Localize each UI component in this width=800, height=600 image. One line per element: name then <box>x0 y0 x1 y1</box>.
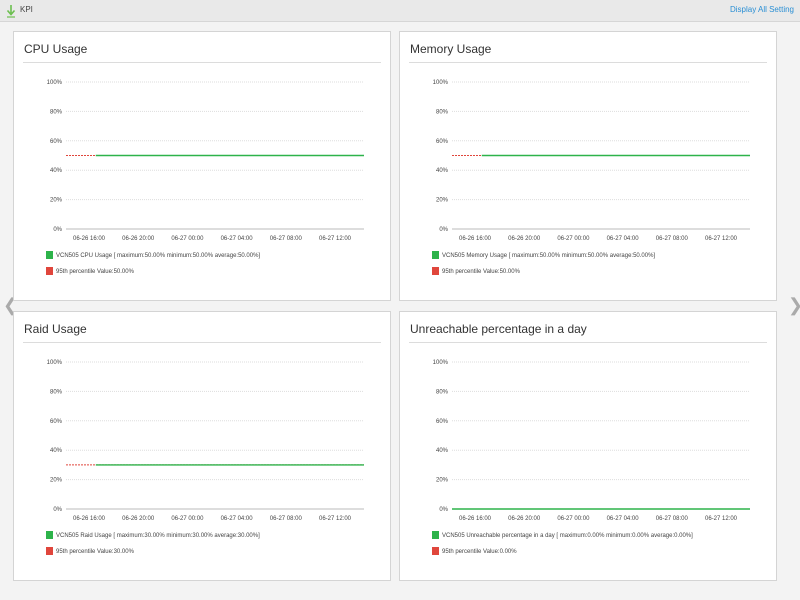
kpi-header-bar: KPI Display All Setting <box>0 0 800 22</box>
legend-swatch <box>46 267 53 276</box>
y-tick-label: 20% <box>50 198 63 204</box>
x-tick-label: 06-27 04:00 <box>607 516 640 522</box>
chevron-left-icon[interactable]: ❮ <box>3 295 19 315</box>
x-tick-label: 06-27 12:00 <box>319 236 352 242</box>
y-tick-label: 20% <box>436 198 449 204</box>
line-chart: 0% 20% 40% 60% 80% 100% 06-26 16:00 06-26 20:00… <box>47 360 364 522</box>
chart-legend: VCN505 CPU Usage [ maximum:50.00% minimu… <box>46 251 260 277</box>
legend-swatch <box>432 267 439 276</box>
chart-panel-unreachable-percentage: Unreachable percentage in a day 0% 20% 40% 6… <box>399 311 777 581</box>
chart-legend: VCN505 Memory Usage [ maximum:50.00% min… <box>432 251 655 277</box>
chart-legend: VCN505 Unreachable percentage in a day [… <box>432 531 693 557</box>
x-tick-label: 06-26 20:00 <box>122 516 155 522</box>
y-tick-label: 0% <box>53 507 62 513</box>
legend-swatch <box>432 531 439 540</box>
x-tick-label: 06-26 16:00 <box>73 516 106 522</box>
x-tick-label: 06-27 08:00 <box>270 236 303 242</box>
chart-legend: VCN505 Raid Usage [ maximum:30.00% minim… <box>46 531 260 557</box>
legend-entry[interactable]: 95th percentile Value:30.00% <box>46 547 260 557</box>
y-tick-label: 100% <box>433 360 449 366</box>
legend-label: 95th percentile Value:0.00% <box>442 549 517 555</box>
y-tick-label: 80% <box>50 109 63 115</box>
title-divider <box>23 342 381 343</box>
chart-title: Unreachable percentage in a day <box>410 322 587 336</box>
x-tick-label: 06-27 00:00 <box>171 236 204 242</box>
legend-label: VCN505 Unreachable percentage in a day [… <box>442 533 693 539</box>
x-tick-label: 06-27 04:00 <box>221 236 254 242</box>
legend-label: VCN505 CPU Usage [ maximum:50.00% minimu… <box>56 253 261 259</box>
x-tick-label: 06-27 12:00 <box>319 516 352 522</box>
x-tick-label: 06-27 04:00 <box>607 236 640 242</box>
x-tick-label: 06-26 16:00 <box>459 236 492 242</box>
legend-label: 95th percentile Value:50.00% <box>442 269 520 275</box>
y-tick-label: 60% <box>50 139 63 145</box>
line-chart: 0% 20% 40% 60% 80% 100% 06-26 16:00 06-26 20:00… <box>47 80 364 242</box>
legend-entry[interactable]: 95th percentile Value:0.00% <box>432 547 693 557</box>
legend-entry[interactable]: VCN505 Unreachable percentage in a day [… <box>432 531 693 541</box>
display-all-setting-link[interactable]: Display All Setting <box>729 5 794 14</box>
x-tick-label: 06-26 16:00 <box>73 236 106 242</box>
legend-label: VCN505 Memory Usage [ maximum:50.00% min… <box>442 253 656 259</box>
legend-swatch <box>46 531 53 540</box>
y-tick-label: 40% <box>50 448 63 454</box>
title-divider <box>409 342 767 343</box>
x-tick-label: 06-27 00:00 <box>171 516 204 522</box>
legend-label: 95th percentile Value:50.00% <box>56 269 134 275</box>
title-divider <box>409 62 767 63</box>
legend-entry[interactable]: 95th percentile Value:50.00% <box>432 267 655 277</box>
y-tick-label: 60% <box>50 419 63 425</box>
x-tick-label: 06-26 20:00 <box>508 236 541 242</box>
x-tick-label: 06-27 12:00 <box>705 236 738 242</box>
line-chart: 0% 20% 40% 60% 80% 100% 06-26 16:00 06-26 20:00… <box>433 360 750 522</box>
x-tick-label: 06-27 04:00 <box>221 516 254 522</box>
kpi-title: KPI <box>20 5 33 14</box>
x-tick-label: 06-27 08:00 <box>270 516 303 522</box>
y-tick-label: 100% <box>433 80 449 86</box>
y-tick-label: 0% <box>53 227 62 233</box>
y-tick-label: 80% <box>436 109 449 115</box>
legend-label: VCN505 Raid Usage [ maximum:30.00% minim… <box>56 533 260 539</box>
legend-swatch <box>46 547 53 556</box>
x-tick-label: 06-26 20:00 <box>508 516 541 522</box>
legend-swatch <box>432 547 439 556</box>
y-tick-label: 0% <box>439 227 448 233</box>
y-tick-label: 100% <box>47 80 63 86</box>
x-tick-label: 06-26 16:00 <box>459 516 492 522</box>
title-divider <box>23 62 381 63</box>
y-tick-label: 40% <box>50 168 63 174</box>
chart-title: CPU Usage <box>24 42 88 56</box>
legend-entry[interactable]: VCN505 Memory Usage [ maximum:50.00% min… <box>432 251 655 261</box>
legend-entry[interactable]: VCN505 CPU Usage [ maximum:50.00% minimu… <box>46 251 260 261</box>
legend-swatch <box>46 251 53 260</box>
y-tick-label: 20% <box>436 478 449 484</box>
y-tick-label: 100% <box>47 360 63 366</box>
line-chart: 0% 20% 40% 60% 80% 100% 06-26 16:00 06-26 20:00… <box>433 80 750 242</box>
y-tick-label: 60% <box>436 419 449 425</box>
chart-title: Memory Usage <box>410 42 492 56</box>
legend-entry[interactable]: 95th percentile Value:50.00% <box>46 267 260 277</box>
chart-panel-raid-usage: Raid Usage 0% 20% 40% 60% 80% 100% 06-26 16:00 0… <box>13 311 391 581</box>
x-tick-label: 06-26 20:00 <box>122 236 155 242</box>
y-tick-label: 20% <box>50 478 63 484</box>
y-tick-label: 0% <box>439 507 448 513</box>
chart-title: Raid Usage <box>24 322 87 336</box>
chart-panel-cpu-usage: CPU Usage 0% 20% 40% 60% 80% 100% 06-26 16:00 06… <box>13 31 391 301</box>
x-tick-label: 06-27 00:00 <box>557 236 590 242</box>
x-tick-label: 06-27 08:00 <box>656 236 689 242</box>
x-tick-label: 06-27 08:00 <box>656 516 689 522</box>
y-tick-label: 80% <box>50 389 63 395</box>
x-tick-label: 06-27 12:00 <box>705 516 738 522</box>
down-arrow-icon[interactable] <box>6 4 16 18</box>
chart-panel-memory-usage: Memory Usage 0% 20% 40% 60% 80% 100% 06-26 16:0… <box>399 31 777 301</box>
y-tick-label: 40% <box>436 168 449 174</box>
legend-swatch <box>432 251 439 260</box>
y-tick-label: 80% <box>436 389 449 395</box>
legend-entry[interactable]: VCN505 Raid Usage [ maximum:30.00% minim… <box>46 531 260 541</box>
y-tick-label: 40% <box>436 448 449 454</box>
legend-label: 95th percentile Value:30.00% <box>56 549 134 555</box>
x-tick-label: 06-27 00:00 <box>557 516 590 522</box>
chevron-right-icon[interactable]: ❯ <box>788 296 800 314</box>
y-tick-label: 60% <box>436 139 449 145</box>
